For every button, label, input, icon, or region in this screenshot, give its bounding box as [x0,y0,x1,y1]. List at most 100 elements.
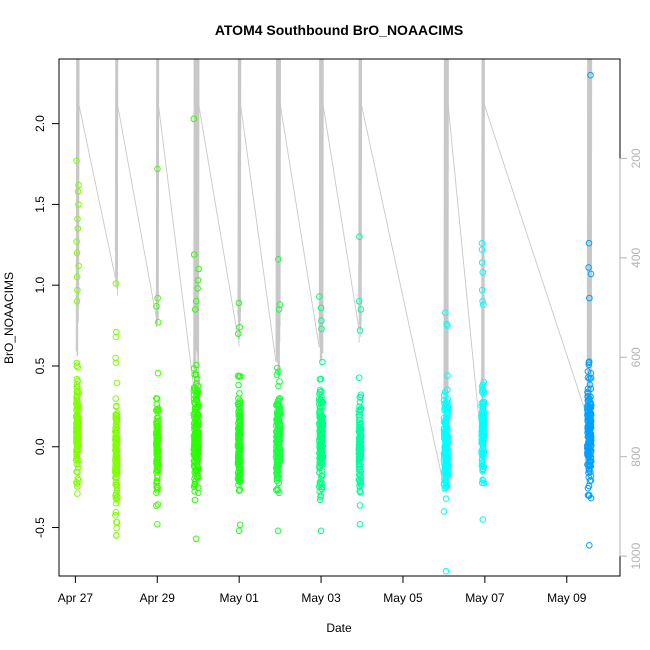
data-point [274,527,282,535]
data-point [478,259,486,266]
data-point [154,467,162,474]
data-point [235,381,242,389]
data-point [584,492,592,499]
data-point [479,476,487,484]
data-point [586,458,594,465]
data-point [356,460,363,468]
data-point [236,422,243,430]
data-point [478,427,486,435]
data-point [443,438,451,446]
x-tick-label: Apr 27 [58,591,94,605]
data-point [73,392,81,399]
data-point [236,462,243,469]
secondary-y-tick-label: 800 [629,446,643,466]
data-point [480,378,488,386]
data-point [73,380,81,388]
secondary-y-axis: 200 400 600 800 1000 [619,148,643,569]
data-point [112,436,120,443]
data-point [73,362,81,370]
data-point [194,277,202,284]
data-point [440,418,448,426]
data-point [73,423,81,431]
data-point [356,327,364,334]
data-point [356,521,364,528]
data-point [190,384,198,391]
data-point [318,480,326,487]
plot-frame [58,58,621,577]
data-point [112,509,120,516]
data-point [75,181,82,189]
chart-title: ATOM4 Southbound BrO_NOAACIMS [215,22,463,38]
data-point [74,464,82,472]
x-tick-label: Apr 29 [140,591,176,605]
data-point [112,395,119,402]
data-point [153,395,161,403]
data-point [74,188,82,195]
data-point [356,502,364,509]
data-point [193,403,201,411]
data-point [444,406,451,414]
data-point [73,273,81,281]
data-point [73,375,81,383]
data-point [194,431,202,439]
data-point [478,439,486,446]
data-point [586,431,594,439]
data-point [443,431,450,438]
x-tick-label: May 07 [465,591,505,605]
data-point [154,501,162,508]
data-point [73,359,81,367]
data-point [275,471,283,478]
data-point [194,463,202,471]
data-point [193,469,200,477]
data-point [585,461,592,469]
data-point [587,403,595,411]
data-point [235,428,243,436]
data-point [73,400,81,407]
data-point [74,215,81,223]
data-point [237,373,244,380]
data-point [153,479,160,487]
data-point [73,396,80,404]
transit-line [279,103,320,348]
data-point [442,495,450,503]
data-point [318,317,325,325]
data-point [274,364,281,372]
y-tick-label: -0.5 [33,517,47,538]
data-point [113,484,121,492]
data-point [357,453,364,460]
data-point [316,432,324,439]
data-point [480,419,487,426]
data-point [154,454,161,462]
data-point [584,451,591,459]
data-point [442,474,450,482]
data-point [74,286,81,294]
data-point [443,463,451,470]
data-point [273,433,280,440]
data-point [316,376,324,383]
data-point [442,479,450,486]
data-point [319,358,326,366]
data-point [275,306,283,313]
data-point [235,435,242,443]
data-point [357,433,365,441]
data-point [585,404,593,411]
data-point [440,392,448,399]
data-point [235,527,243,535]
data-point [112,459,120,466]
data-point [319,398,327,406]
data-point [195,265,202,273]
data-point [73,388,81,396]
data-point [73,249,81,257]
data-point [442,472,449,479]
data-point [73,455,81,463]
data-point [478,239,486,247]
data-point [276,301,284,308]
data-point [584,374,592,381]
data-point [442,567,450,575]
data-point [74,225,82,232]
data-point [441,445,449,453]
data-point [356,435,364,442]
data-point [112,467,120,475]
data-point [318,447,326,455]
x-tick-label: May 03 [301,591,341,605]
